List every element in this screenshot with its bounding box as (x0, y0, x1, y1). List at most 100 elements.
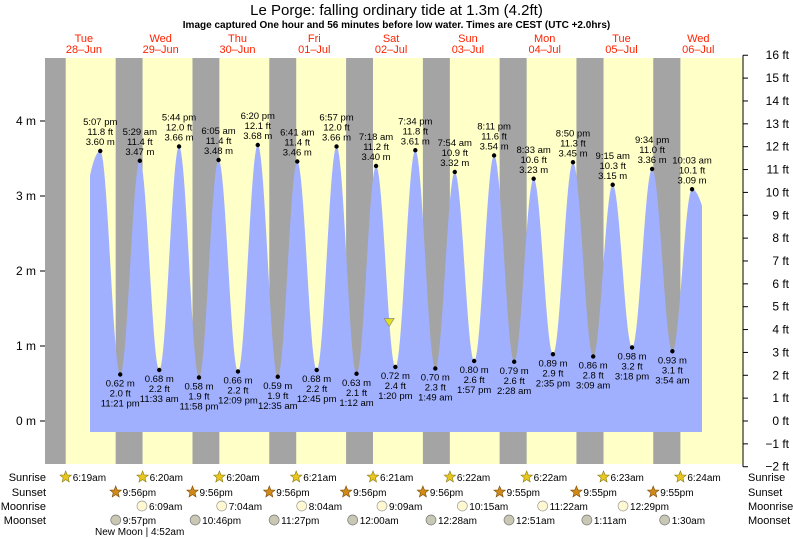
moonrise-time: 7:04am (229, 502, 262, 513)
day-of-week-label: Wed (687, 33, 709, 45)
tide-point (373, 163, 379, 169)
moonset-icon (110, 514, 122, 526)
tide-point (610, 182, 615, 187)
low-tide-label: 12:09 pm (218, 396, 258, 407)
low-tide-label: 3.1 ft (662, 365, 683, 376)
high-tide-label: 8:50 pm (556, 128, 590, 139)
moonset-icon (659, 514, 671, 526)
sunrise-time: 6:22am (457, 473, 490, 484)
moonset-row-label: Moonset (4, 515, 46, 527)
tide-point (157, 367, 162, 373)
low-tide-label: 3:09 am (576, 381, 610, 392)
tide-curve (90, 145, 702, 432)
right-tick-label: 12 ft (766, 140, 790, 154)
moonset-icon (581, 514, 593, 526)
tide-point (137, 158, 143, 163)
tide-point (531, 176, 536, 181)
moonset-time: 1:11am (594, 516, 627, 527)
day-of-week-label: Fri (308, 33, 321, 45)
high-tide-label: 12.0 ft (323, 123, 350, 134)
moonset-icon (503, 514, 515, 526)
tide-point (511, 359, 517, 364)
sunset-row-label: Sunset (12, 487, 46, 499)
low-tide-label: 2.2 ft (149, 384, 170, 395)
high-tide-label: 7:54 am (438, 138, 472, 149)
tide-point (590, 354, 596, 359)
moonrise-time: 8:04am (309, 502, 342, 513)
sunrise-icon (212, 470, 226, 483)
sunset-time: 9:55pm (660, 488, 693, 499)
tide-point (255, 142, 260, 148)
moonrise-icon (456, 500, 468, 512)
high-tide-label: 6:05 am (201, 126, 235, 137)
moonrise-icon (216, 500, 228, 512)
high-tide-label: 7:18 am (359, 132, 393, 143)
right-tick-label: 2 ft (772, 368, 789, 382)
low-tide-label: 2:28 am (497, 386, 531, 397)
moon-phase-note: New Moon | 4:52am (95, 527, 184, 538)
moonset-icon (425, 514, 437, 526)
high-tide-label: 3.60 m (86, 137, 115, 148)
tide-area (90, 145, 702, 432)
sunrise-time: 6:21am (380, 473, 413, 484)
low-tide-label: 0.80 m (460, 365, 489, 376)
tide-point (275, 374, 280, 379)
high-tide-label: 11.0 ft (639, 145, 665, 156)
high-tide-label: 3.32 m (440, 158, 469, 169)
low-tide-label: 2.2 ft (306, 384, 327, 395)
right-tick-label: −2 ft (765, 460, 789, 474)
tide-point (334, 144, 339, 149)
tide-point (216, 157, 221, 163)
high-tide-label: 12.1 ft (245, 121, 272, 132)
low-tide-label: 0.62 m (106, 379, 135, 390)
right-tick-label: 7 ft (772, 254, 789, 268)
sunset-icon (569, 485, 583, 498)
moonrise-icon (296, 500, 308, 512)
tide-point (629, 345, 635, 350)
day-labels: Tue28–JunWed29–JunThu30–JunFri01–JulSat0… (66, 33, 715, 56)
tide-point (393, 364, 398, 370)
high-tide-label: 3.45 m (558, 148, 587, 159)
low-tide-label: 1:49 am (418, 393, 452, 404)
sunrise-icon (673, 470, 687, 483)
date-label: 02–Jul (375, 44, 407, 56)
left-tick-label: 0 m (16, 414, 36, 428)
high-tide-label: 3.09 m (678, 175, 707, 186)
date-label: 28–Jun (66, 44, 102, 56)
low-tide-label: 1:20 pm (378, 391, 412, 402)
date-label: 05–Jul (605, 44, 637, 56)
left-tick-label: 1 m (16, 339, 36, 353)
high-tide-label: 3.66 m (165, 133, 194, 144)
moonrise-time: 12:29pm (630, 502, 669, 513)
tide-point (570, 160, 576, 165)
moonset-icon (347, 514, 359, 526)
high-tide-label: 11.8 ft (402, 126, 428, 137)
right-tick-label: 8 ft (772, 231, 789, 245)
low-tide-label: 0.89 m (538, 358, 567, 369)
tide-point (176, 144, 182, 149)
sunrise-icon (520, 470, 534, 483)
high-tide-label: 10:03 am (672, 155, 712, 166)
sunset-time: 9:56pm (276, 488, 309, 499)
date-label: 03–Jul (452, 44, 484, 56)
low-tide-label: 2.9 ft (542, 368, 563, 379)
day-of-week-label: Thu (228, 33, 247, 45)
left-tick-label: 2 m (16, 264, 36, 278)
low-tide-label: 2.1 ft (346, 388, 367, 399)
sun-moon-rows: Sunrise Sunrise Sunset Sunset Moonrise Moonri… (1, 470, 793, 538)
day-of-week-label: Sat (383, 33, 400, 45)
low-tide-label: 0.63 m (342, 378, 371, 389)
high-tide-label: 3.46 m (283, 148, 312, 159)
tide-point (295, 159, 300, 164)
moonrise-time: 6:09am (149, 502, 182, 513)
sunset-icon (262, 485, 276, 498)
high-tide-label: 6:20 pm (241, 111, 275, 122)
day-of-week-label: Wed (149, 33, 171, 45)
tide-point (471, 358, 477, 364)
low-tide-label: 0.72 m (381, 371, 410, 382)
high-tide-label: 10.6 ft (520, 155, 547, 166)
moonrise-time: 10:15am (469, 502, 508, 513)
low-tide-label: 0.93 m (658, 355, 687, 366)
moonset-icon (268, 514, 280, 526)
